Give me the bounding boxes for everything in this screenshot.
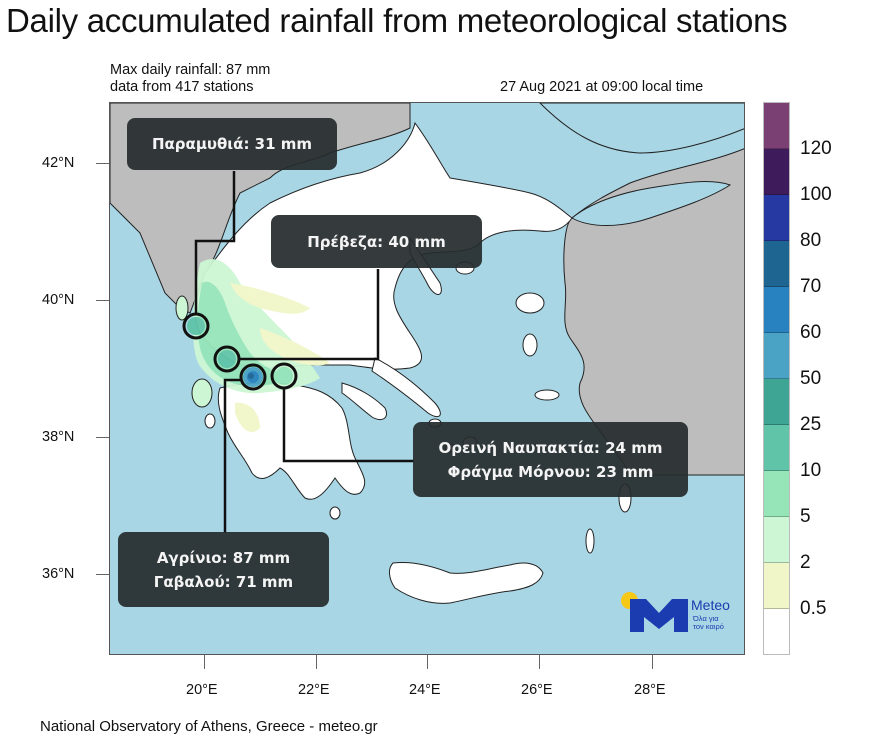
lon-tick: [204, 655, 205, 669]
colorbar-segment: [764, 333, 789, 379]
lon-tick: [652, 655, 653, 669]
station-count-label: data from 417 stations: [110, 79, 254, 95]
lat-tick: [96, 437, 109, 438]
callout-paramythia-text: Παραμυθιά: 31 mm: [151, 135, 313, 153]
footer-credit: National Observatory of Athens, Greece -…: [40, 718, 378, 735]
connector-nafpaktia: [282, 388, 414, 463]
crete: [389, 562, 544, 604]
samos: [534, 389, 560, 401]
callout-preveza: Πρέβεζα: 40 mm: [271, 215, 482, 268]
colorbar-segment: [764, 241, 789, 287]
colorbar-segment: [764, 195, 789, 241]
chios: [522, 333, 538, 357]
lon-label-26: 26°E: [521, 682, 553, 698]
colorbar-segment: [764, 149, 789, 195]
colorbar-label: 120: [800, 138, 832, 159]
lat-tick: [96, 300, 109, 301]
colorbar-label: 60: [800, 322, 822, 343]
colorbar-segment: [764, 517, 789, 563]
corfu: [175, 295, 189, 321]
lon-label-24: 24°E: [409, 682, 441, 698]
karpathos: [585, 528, 595, 554]
lesvos: [515, 292, 545, 314]
callout-paramythia: Παραμυθιά: 31 mm: [127, 118, 337, 170]
black-sea: [539, 103, 744, 154]
kythira: [329, 506, 341, 520]
callout-gavalou-text: Γαβαλού: 71 mm: [153, 572, 294, 591]
attica: [341, 382, 387, 421]
colorbar-segment: [764, 287, 789, 333]
callout-agrinio-text: Αγρίνιο: 87 mm: [156, 548, 291, 567]
marmara-sea: [571, 181, 732, 226]
colorbar-segment: [764, 609, 789, 654]
colorbar-label: 10: [800, 460, 822, 481]
lat-tick: [96, 163, 109, 164]
colorbar-label: 25: [800, 414, 822, 435]
colorbar-label: 100: [800, 184, 832, 205]
lon-label-28: 28°E: [634, 682, 666, 698]
zakynthos: [204, 413, 216, 429]
colorbar-label: 70: [800, 276, 822, 297]
lon-tick: [539, 655, 540, 669]
colorbar-segment: [764, 379, 789, 425]
lon-label-20: 20°E: [186, 682, 218, 698]
colorbar-segment: [764, 425, 789, 471]
callout-nafpaktia-text: Ορεινή Ναυπακτία: 24 mm: [438, 438, 663, 457]
lat-label-42: 42°N: [42, 155, 75, 171]
logo-tagline-1: Όλα για: [693, 614, 719, 623]
max-rainfall-label: Max daily rainfall: 87 mm: [110, 62, 271, 78]
callout-preveza-text: Πρέβεζα: 40 mm: [307, 232, 446, 251]
colorbar-label: 80: [800, 230, 822, 251]
colorbar-label: 0.5: [800, 598, 827, 619]
evia: [371, 357, 441, 418]
colorbar-label: 50: [800, 368, 822, 389]
peloponnese: [217, 382, 366, 500]
lon-tick: [316, 655, 317, 669]
connector-agrinio: [223, 378, 241, 533]
callout-agrinio-gavalou: Αγρίνιο: 87 mm Γαβαλού: 71 mm: [118, 532, 329, 607]
page-title: Daily accumulated rainfall from meteorol…: [6, 2, 788, 39]
kefalonia: [191, 378, 213, 408]
colorbar-segment: [764, 103, 789, 149]
meteo-m-icon: [630, 599, 688, 632]
lat-tick: [96, 574, 109, 575]
lat-label-40: 40°N: [42, 292, 75, 308]
colorbar: [763, 102, 790, 655]
logo-brand: Meteo: [691, 597, 730, 613]
lon-label-22: 22°E: [298, 682, 330, 698]
connector-preveza: [239, 269, 380, 361]
callout-nafpaktia-mornos: Ορεινή Ναυπακτία: 24 mm Φράγμα Μόρνου: 2…: [413, 422, 688, 497]
timestamp-label: 27 Aug 2021 at 09:00 local time: [500, 79, 704, 95]
connector-paramythia: [194, 171, 236, 314]
logo-tagline-2: τον καιρό: [693, 622, 724, 631]
colorbar-label: 2: [800, 552, 811, 573]
lat-label-36: 36°N: [42, 566, 75, 582]
callout-mornos-text: Φράγμα Μόρνου: 23 mm: [447, 462, 654, 481]
colorbar-segment: [764, 471, 789, 517]
logo-tagline: Όλα για τον καιρό: [693, 615, 733, 631]
meteo-logo: Meteo Όλα για τον καιρό: [618, 590, 743, 640]
station-marker-agrinio: [239, 363, 267, 391]
lat-label-38: 38°N: [42, 429, 75, 445]
colorbar-label: 5: [800, 506, 811, 527]
colorbar-segment: [764, 563, 789, 609]
lon-tick: [427, 655, 428, 669]
